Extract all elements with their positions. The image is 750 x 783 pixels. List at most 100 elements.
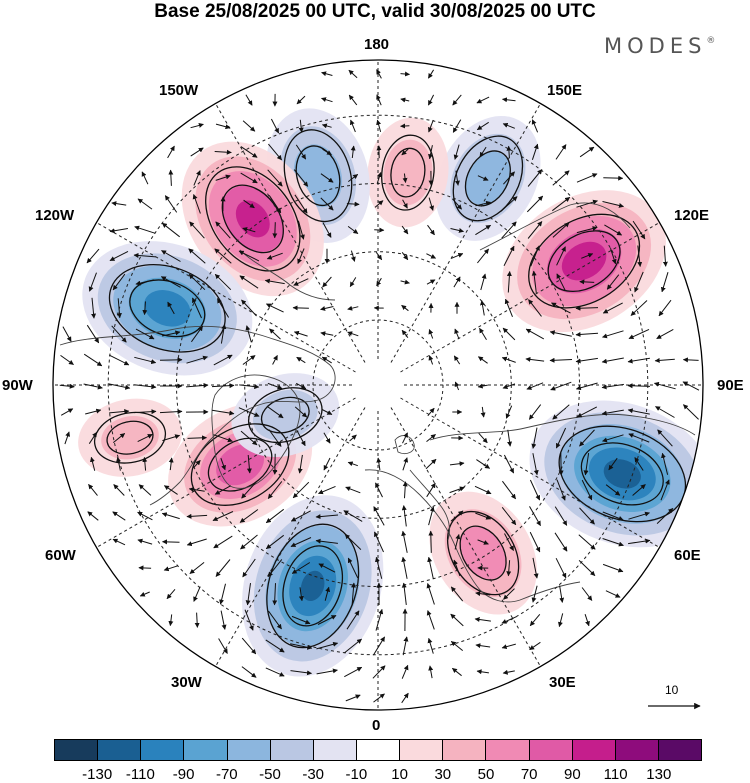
wind-vector — [294, 406, 308, 418]
wind-vector — [241, 299, 257, 317]
wind-vector — [88, 431, 98, 444]
wind-vector — [531, 143, 539, 160]
wind-vector — [555, 557, 567, 579]
wind-vector — [346, 610, 360, 630]
height-contour — [580, 442, 664, 506]
wind-vector — [584, 614, 590, 627]
wind-vector — [188, 248, 206, 264]
wind-vector — [529, 506, 541, 527]
latitude-circle — [107, 114, 649, 656]
wind-vector — [449, 461, 465, 467]
wind-vector — [241, 637, 257, 655]
wind-vector — [320, 306, 334, 311]
wind-vector — [480, 300, 485, 316]
wind-vector — [108, 354, 130, 366]
wind-vector — [239, 275, 259, 289]
wind-vector — [213, 535, 233, 549]
wind-vector — [555, 144, 567, 160]
wind-vector — [321, 97, 333, 103]
wind-vector — [476, 96, 490, 104]
wind-vector — [190, 147, 204, 157]
colorbar-swatch-3 — [184, 740, 228, 760]
wind-vector — [64, 431, 70, 445]
modes-logo: MODES® — [604, 34, 715, 58]
wind-vector — [628, 433, 650, 443]
wind-vector — [502, 327, 516, 341]
wind-vector — [112, 538, 126, 546]
wind-vector — [351, 582, 357, 606]
wind-vector — [653, 381, 676, 390]
wind-vector — [264, 278, 285, 285]
colorbar-tick-label: -70 — [215, 766, 238, 783]
wind-vector — [109, 409, 130, 415]
anomaly-level — [383, 139, 433, 206]
wind-vector — [578, 534, 596, 550]
wind-vector — [579, 146, 595, 158]
wind-vector — [214, 485, 232, 495]
wind-vector — [316, 641, 339, 650]
wind-vector — [268, 195, 282, 214]
lon-label-30w: 30W — [171, 674, 202, 691]
wind-vector — [504, 298, 513, 317]
wind-vector — [137, 433, 153, 443]
wind-vector — [268, 429, 282, 447]
wind-vector — [292, 305, 309, 311]
height-contour — [282, 545, 344, 627]
wind-vector — [348, 69, 358, 79]
map-title: Base 25/08/2025 00 UTC, valid 30/08/2025… — [154, 1, 596, 22]
colorbar-swatch-9 — [443, 740, 487, 760]
contour-low-165e — [283, 129, 353, 223]
wind-vector — [477, 175, 489, 181]
wind-vector — [425, 458, 437, 470]
wind-vector — [142, 456, 148, 471]
wind-vector — [60, 354, 74, 366]
colorbar-tick-label: 10 — [391, 766, 408, 783]
wind-vector — [109, 228, 128, 234]
wind-vector — [478, 432, 488, 444]
wind-vector — [91, 297, 97, 319]
wind-vector — [238, 407, 260, 417]
wind-vector — [375, 252, 383, 261]
wind-vector — [426, 434, 436, 442]
wind-vector — [634, 271, 644, 293]
wind-vector — [606, 274, 620, 290]
colorbar-tick-label: -90 — [172, 766, 195, 783]
wind-vector — [135, 328, 155, 340]
coast-alaska — [239, 249, 336, 301]
wind-vector — [193, 460, 201, 468]
wind-vector — [400, 97, 410, 103]
polar-map — [52, 59, 704, 711]
wind-vector — [401, 505, 407, 527]
height-contour — [106, 420, 154, 455]
wind-vector — [426, 253, 437, 259]
coast-asia — [429, 413, 696, 441]
wind-vector — [662, 245, 668, 267]
wind-vector — [349, 119, 356, 133]
wind-vector — [477, 356, 488, 364]
colorbar-tick-label: 110 — [603, 766, 628, 783]
wind-vector — [167, 145, 175, 159]
wind-vector — [134, 225, 156, 234]
wind-vector — [290, 537, 312, 547]
colorbar-tick-label: -110 — [125, 766, 155, 783]
wind-vector — [112, 433, 126, 443]
wind-vector — [161, 222, 181, 238]
wind-vector — [139, 591, 150, 597]
wind-vector — [401, 692, 409, 704]
wind-vector — [503, 171, 515, 185]
wind-vector — [321, 123, 332, 129]
wind-vector — [402, 199, 408, 209]
wind-vector — [111, 201, 127, 207]
height-contour — [221, 184, 284, 254]
contour-high-120w — [528, 213, 641, 309]
wind-vector — [602, 201, 624, 208]
wind-vector — [502, 97, 516, 103]
wind-vector — [427, 556, 434, 579]
wind-vector — [374, 531, 384, 553]
wind-vector — [427, 119, 434, 133]
height-contour — [452, 135, 524, 222]
wind-vector — [211, 383, 235, 389]
colorbar-labels: -130 -110 -90 -70 -50 -30 -10 10 30 50 70 90 110 130 — [0, 766, 750, 783]
wind-vector — [266, 252, 283, 260]
wind-vector — [655, 406, 675, 418]
